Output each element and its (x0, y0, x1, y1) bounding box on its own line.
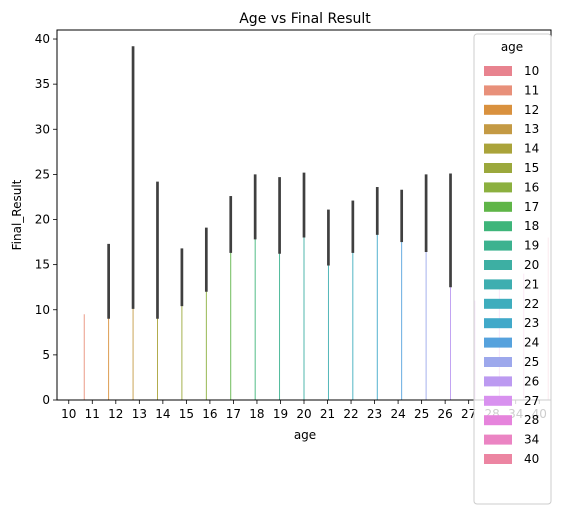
x-tick-label: 24 (390, 407, 405, 421)
x-tick-label: 27 (461, 407, 476, 421)
x-tick-label: 18 (249, 407, 264, 421)
legend-swatch-13 (484, 124, 512, 135)
x-tick-label: 14 (155, 407, 170, 421)
x-tick-label: 22 (343, 407, 358, 421)
y-tick-label: 25 (35, 167, 50, 181)
legend-items: 10 11 12 13 14 15 16 17 18 19 20 21 22 23 24 25 26 27 28 34… (484, 64, 539, 466)
x-tick-label: 26 (438, 407, 453, 421)
legend-swatch-21 (484, 279, 512, 290)
legend-swatch-16 (484, 182, 512, 193)
errorbar-layer (107, 46, 452, 319)
bar-age-22 (352, 225, 354, 400)
x-tick-label: 21 (320, 407, 335, 421)
x-tick-label: 15 (179, 407, 194, 421)
legend-label-10: 10 (524, 64, 539, 78)
y-tick-label: 10 (35, 303, 50, 317)
legend-label-16: 16 (524, 180, 539, 194)
y-axis-label: Final_Result (10, 179, 24, 250)
y-ticks: 0 5 10 15 20 25 30 35 40 (35, 32, 57, 407)
bar-age-23 (376, 210, 378, 400)
legend: age 10 11 12 13 14 15 16 17 18 19 20 21 22 23 24 25 26 27… (473, 33, 552, 505)
legend-label-18: 18 (524, 219, 539, 233)
legend-swatch-23 (484, 318, 512, 329)
legend-label-12: 12 (524, 103, 539, 117)
x-tick-label: 13 (132, 407, 147, 421)
bar-age-15 (181, 278, 183, 400)
x-tick-label: 17 (226, 407, 241, 421)
legend-swatch-22 (484, 298, 512, 309)
legend-swatch-28 (484, 415, 512, 426)
legend-label-17: 17 (524, 200, 539, 214)
legend-swatch-20 (484, 260, 512, 270)
legend-swatch-25 (484, 357, 512, 367)
legend-swatch-26 (484, 376, 512, 387)
bar-age-26 (450, 230, 451, 400)
legend-swatch-40 (484, 454, 512, 464)
bar-age-12 (108, 282, 110, 400)
legend-label-24: 24 (524, 336, 539, 350)
x-tick-label: 11 (85, 407, 100, 421)
bar-age-11 (83, 314, 85, 400)
y-tick-label: 0 (42, 393, 50, 407)
x-tick-label: 10 (61, 407, 76, 421)
legend-title: age (501, 40, 523, 54)
y-tick-label: 15 (35, 258, 50, 272)
y-tick-label: 5 (42, 348, 50, 362)
legend-label-27: 27 (524, 394, 539, 408)
bar-age-17 (230, 224, 232, 400)
legend-label-21: 21 (524, 277, 539, 291)
x-tick-label: 12 (108, 407, 123, 421)
x-tick-label: 20 (296, 407, 311, 421)
legend-label-22: 22 (524, 297, 539, 311)
legend-swatch-19 (484, 240, 512, 251)
bar-age-14 (157, 251, 158, 400)
legend-label-11: 11 (524, 83, 539, 97)
legend-swatch-14 (484, 143, 512, 154)
y-tick-label: 20 (35, 213, 50, 227)
legend-swatch-15 (484, 163, 512, 173)
legend-swatch-34 (484, 434, 512, 445)
bar-age-20 (303, 205, 305, 400)
legend-swatch-10 (484, 66, 512, 76)
legend-label-19: 19 (524, 239, 539, 253)
chart-title: Age vs Final Result (239, 11, 371, 27)
legend-label-13: 13 (524, 122, 539, 136)
legend-label-20: 20 (524, 258, 539, 272)
x-axis-label: age (294, 428, 316, 442)
legend-label-26: 26 (524, 374, 539, 388)
legend-label-23: 23 (524, 316, 539, 330)
bar-age-21 (327, 237, 329, 400)
bar-age-19 (279, 215, 281, 400)
legend-label-14: 14 (524, 142, 539, 156)
bar-age-24 (401, 215, 403, 400)
x-tick-label: 19 (273, 407, 288, 421)
bar-age-18 (254, 205, 256, 400)
legend-label-15: 15 (524, 161, 539, 175)
legend-label-40: 40 (524, 452, 539, 466)
y-tick-label: 30 (35, 122, 50, 136)
bar-age-16 (205, 260, 207, 400)
legend-swatch-27 (484, 395, 512, 406)
legend-swatch-18 (484, 221, 512, 232)
x-tick-label: 23 (367, 407, 382, 421)
legend-swatch-24 (484, 337, 512, 348)
legend-label-34: 34 (524, 433, 539, 447)
legend-swatch-17 (484, 201, 512, 212)
x-tick-label: 16 (202, 407, 217, 421)
legend-swatch-11 (484, 85, 512, 96)
legend-swatch-12 (484, 104, 512, 115)
y-tick-label: 40 (35, 32, 50, 46)
legend-label-25: 25 (524, 355, 539, 369)
bar-age-25 (425, 213, 427, 400)
y-tick-label: 35 (35, 77, 50, 91)
x-tick-label: 25 (414, 407, 429, 421)
legend-label-28: 28 (524, 413, 539, 427)
